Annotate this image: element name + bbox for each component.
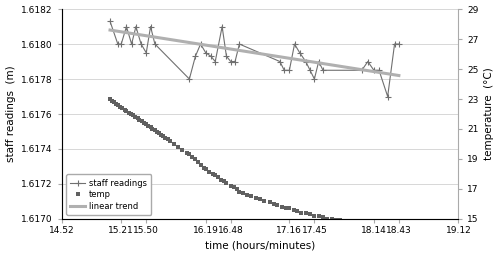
staff readings bbox=[392, 42, 398, 46]
linear trend bbox=[396, 74, 402, 77]
staff readings bbox=[124, 25, 130, 28]
staff readings bbox=[128, 42, 134, 46]
staff readings bbox=[316, 60, 322, 63]
staff readings bbox=[198, 42, 203, 46]
staff readings bbox=[359, 69, 365, 72]
staff readings bbox=[236, 42, 242, 46]
staff readings bbox=[320, 69, 326, 72]
staff readings bbox=[303, 60, 309, 63]
staff readings bbox=[208, 55, 214, 58]
temp bbox=[346, 220, 352, 223]
Y-axis label: temperature  (°C): temperature (°C) bbox=[484, 68, 494, 160]
staff readings bbox=[232, 60, 238, 63]
staff readings bbox=[144, 51, 150, 54]
staff readings bbox=[118, 42, 124, 46]
staff readings bbox=[365, 60, 371, 63]
staff readings bbox=[186, 78, 192, 81]
staff readings bbox=[192, 55, 198, 58]
Line: temp: temp bbox=[108, 97, 401, 234]
linear trend bbox=[107, 28, 113, 31]
staff readings bbox=[396, 42, 402, 46]
temp bbox=[396, 231, 402, 234]
Line: linear trend: linear trend bbox=[110, 30, 399, 76]
staff readings bbox=[292, 42, 298, 46]
staff readings bbox=[224, 55, 230, 58]
staff readings bbox=[307, 69, 313, 72]
staff readings bbox=[384, 95, 390, 98]
temp bbox=[107, 98, 113, 101]
staff readings bbox=[228, 60, 234, 63]
staff readings bbox=[312, 78, 318, 81]
temp bbox=[253, 196, 259, 199]
staff readings bbox=[219, 25, 225, 28]
staff readings bbox=[152, 42, 158, 46]
staff readings bbox=[277, 60, 283, 63]
staff readings bbox=[115, 42, 121, 46]
staff readings bbox=[133, 25, 139, 28]
temp bbox=[333, 219, 339, 222]
staff readings bbox=[286, 69, 292, 72]
staff readings bbox=[281, 69, 287, 72]
Line: staff readings: staff readings bbox=[108, 18, 402, 99]
staff readings bbox=[212, 60, 218, 63]
staff readings bbox=[376, 69, 382, 72]
Y-axis label: staff readings  (m): staff readings (m) bbox=[6, 66, 16, 162]
temp bbox=[307, 213, 313, 216]
staff readings bbox=[371, 69, 377, 72]
X-axis label: time (hours/minutes): time (hours/minutes) bbox=[205, 240, 315, 250]
staff readings bbox=[148, 25, 154, 28]
staff readings bbox=[202, 51, 208, 54]
staff readings bbox=[296, 51, 302, 54]
staff readings bbox=[138, 42, 144, 46]
staff readings bbox=[107, 20, 113, 23]
temp bbox=[324, 217, 330, 220]
Legend: staff readings, temp, linear trend: staff readings, temp, linear trend bbox=[66, 174, 152, 215]
temp bbox=[328, 217, 334, 220]
